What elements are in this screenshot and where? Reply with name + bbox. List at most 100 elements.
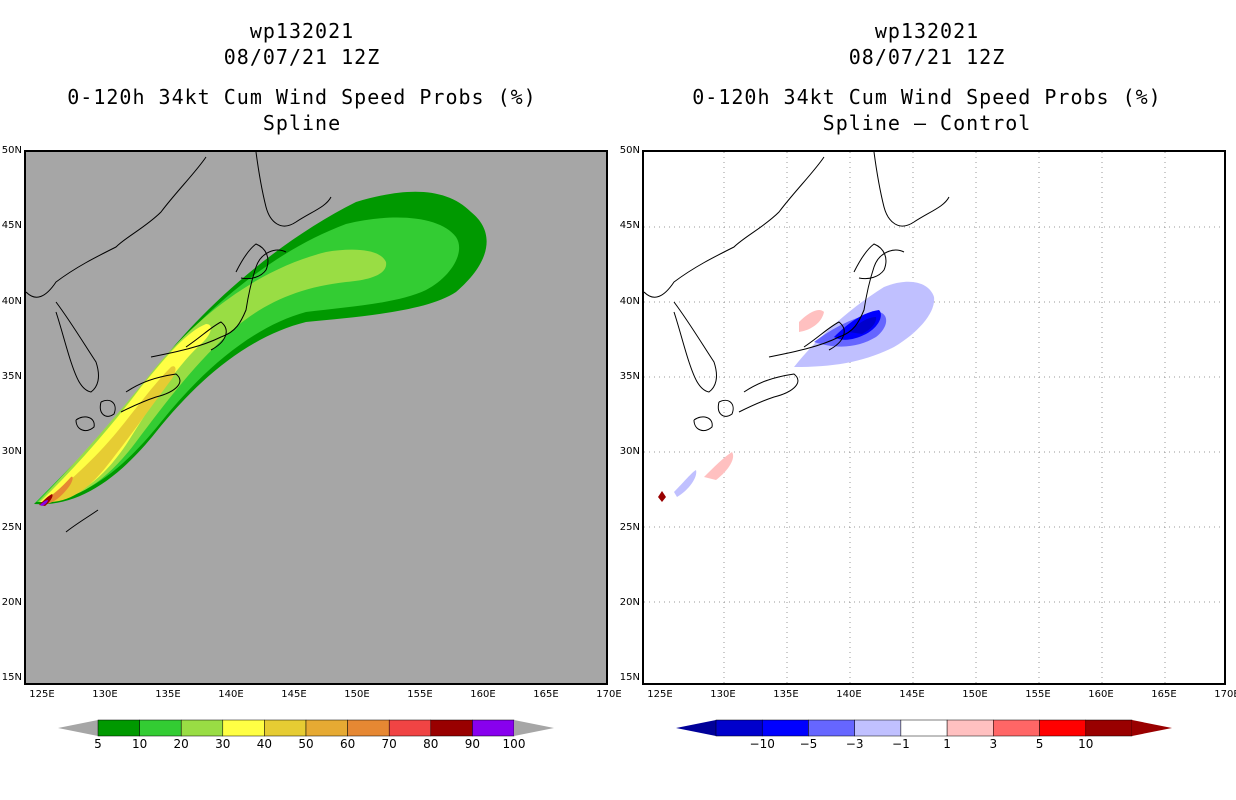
left-colorbar-label: 70 xyxy=(381,737,397,751)
left-colorbar-label: 20 xyxy=(173,737,189,751)
left-colorbar-swatch xyxy=(305,719,348,737)
left-lat-label: 45N xyxy=(1,220,22,232)
right-chart-subtitle: Spline — Control xyxy=(822,111,1032,135)
left-lat-label: 25N xyxy=(1,521,22,533)
left-map xyxy=(26,152,487,533)
coastline-group xyxy=(26,152,332,533)
left-lon-label: 140E xyxy=(218,689,244,700)
right-lon-label: 150E xyxy=(962,689,988,700)
right-lat-label: 25N xyxy=(619,521,640,533)
left-storm-id: wp132021 xyxy=(249,19,355,43)
left-colorbar-swatch xyxy=(97,719,140,737)
right-colorbar-swatch xyxy=(946,719,994,737)
left-colorbar-label: 80 xyxy=(423,737,439,751)
left-colorbar xyxy=(58,719,554,737)
prob-band-40 xyxy=(42,366,176,503)
left-colorbar-swatch xyxy=(430,719,473,737)
right-map-panel xyxy=(642,150,1226,685)
right-lon-label: 155E xyxy=(1025,689,1051,700)
left-date: 08/07/21 12Z xyxy=(223,45,381,69)
right-colorbar-label: −5 xyxy=(799,737,818,751)
left-lon-label: 130E xyxy=(92,689,118,700)
left-colorbar-label: 10 xyxy=(131,737,148,751)
right-lat-label: 35N xyxy=(619,370,640,382)
left-lat-label: 40N xyxy=(1,295,22,307)
right-lon-label: 140E xyxy=(836,689,862,700)
left-colorbar-swatch xyxy=(347,719,390,737)
left-lon-label: 165E xyxy=(533,689,559,700)
left-colorbar-label: 40 xyxy=(256,737,273,751)
left-colorbar-swatch xyxy=(264,719,307,737)
right-colorbar-swatch xyxy=(1085,719,1133,737)
right-colorbar-swatch xyxy=(808,719,855,737)
diff-pos-1b xyxy=(704,452,734,480)
right-colorbar-label: 3 xyxy=(989,737,998,751)
right-lon-label: 125E xyxy=(647,689,673,700)
right-colorbar-swatch xyxy=(993,719,1040,737)
left-colorbar-swatch xyxy=(139,719,182,737)
grid-lines xyxy=(644,152,1224,683)
left-colorbar-label: 100 xyxy=(502,737,526,751)
right-title-block: wp132021 08/07/21 12Z 0-120h 34kt Cum Wi… xyxy=(630,18,1224,136)
diff-pos-10 xyxy=(658,491,666,502)
left-lon-label: 150E xyxy=(344,689,370,700)
right-colorbar-label: 10 xyxy=(1078,737,1094,751)
prob-band-30 xyxy=(40,324,211,502)
right-colorbar xyxy=(676,719,1172,737)
left-colorbar-low-end xyxy=(58,720,98,736)
left-lon-label: 155E xyxy=(407,689,433,700)
right-lon-label: 135E xyxy=(773,689,799,700)
right-colorbar-low-end xyxy=(676,720,716,736)
left-colorbar-label: 90 xyxy=(464,737,481,751)
left-chart-title: 0-120h 34kt Cum Wind Speed Probs (%) xyxy=(67,85,537,109)
right-date: 08/07/21 12Z xyxy=(848,45,1006,69)
left-colorbar-swatch xyxy=(222,719,265,737)
diff-neg-10 xyxy=(849,317,877,334)
prob-band-60 xyxy=(40,476,73,505)
right-map xyxy=(644,152,1224,683)
left-colorbar-swatch xyxy=(388,719,432,737)
right-lat-label: 30N xyxy=(619,446,640,458)
right-colorbar-label: 1 xyxy=(943,737,951,751)
right-colorbar-label: 5 xyxy=(1035,737,1044,751)
left-colorbar-swatch xyxy=(180,719,224,737)
left-map-panel xyxy=(24,150,608,685)
right-colorbar-swatch xyxy=(715,719,763,737)
right-lon-label: 160E xyxy=(1088,689,1114,700)
right-colorbar-swatch xyxy=(854,719,902,737)
right-lat-label: 45N xyxy=(619,220,640,232)
left-colorbar-label: 5 xyxy=(94,737,102,751)
prob-band-100 xyxy=(40,500,48,506)
left-colorbar-high-end xyxy=(514,720,554,736)
left-lat-label: 50N xyxy=(1,145,22,156)
left-title-block: wp132021 08/07/21 12Z 0-120h 34kt Cum Wi… xyxy=(10,18,594,136)
left-lon-label: 125E xyxy=(29,689,55,700)
left-lat-label: 35N xyxy=(1,370,22,382)
right-chart-title: 0-120h 34kt Cum Wind Speed Probs (%) xyxy=(692,85,1162,109)
right-colorbar-label: −3 xyxy=(845,737,864,751)
right-colorbar-high-end xyxy=(1132,720,1172,736)
right-colorbar-swatch xyxy=(1039,719,1087,737)
right-lon-label: 130E xyxy=(710,689,736,700)
left-colorbar-label: 30 xyxy=(215,737,231,751)
left-lat-label: 15N xyxy=(1,672,22,684)
left-chart-subtitle: Spline xyxy=(262,111,342,135)
coastline-group-right xyxy=(644,152,950,431)
diff-pos-1a xyxy=(799,310,824,332)
right-lon-label: 165E xyxy=(1151,689,1177,700)
right-colorbar-swatch xyxy=(761,719,809,737)
right-colorbar-label: −10 xyxy=(749,737,775,751)
left-lon-label: 145E xyxy=(281,689,307,700)
right-lat-label: 15N xyxy=(619,672,640,684)
right-colorbar-swatch xyxy=(900,719,948,737)
right-lon-label: 170E xyxy=(1214,689,1236,700)
left-lon-label: 160E xyxy=(470,689,496,700)
left-lon-label: 170E xyxy=(596,689,622,700)
right-lat-label: 50N xyxy=(619,145,640,156)
left-colorbar-label: 50 xyxy=(298,737,314,751)
left-colorbar-swatch xyxy=(472,719,515,737)
left-lon-label: 135E xyxy=(155,689,181,700)
right-lon-label: 145E xyxy=(899,689,925,700)
right-colorbar-label: −1 xyxy=(892,737,910,751)
left-colorbar-label: 60 xyxy=(339,737,356,751)
